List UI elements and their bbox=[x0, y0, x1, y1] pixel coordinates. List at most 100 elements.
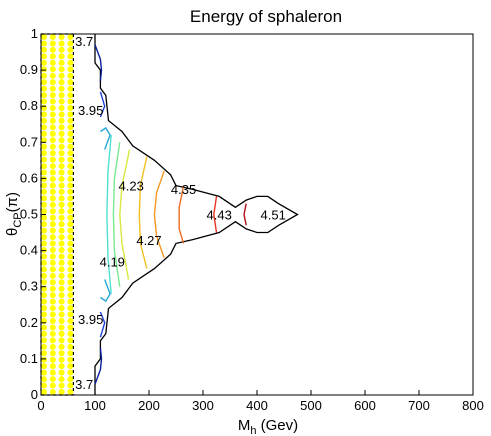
contour-label: 3.95 bbox=[78, 103, 103, 118]
excluded-marker bbox=[58, 350, 65, 357]
excluded-marker bbox=[41, 234, 47, 241]
excluded-marker bbox=[41, 279, 47, 286]
excluded-marker bbox=[67, 343, 74, 350]
excluded-marker bbox=[67, 382, 74, 389]
excluded-marker bbox=[67, 117, 74, 124]
excluded-marker bbox=[67, 363, 74, 370]
excluded-marker bbox=[67, 130, 74, 137]
excluded-marker bbox=[67, 208, 74, 215]
excluded-marker bbox=[58, 382, 65, 389]
excluded-marker bbox=[41, 117, 47, 124]
excluded-marker bbox=[49, 188, 56, 195]
excluded-marker bbox=[49, 376, 56, 383]
excluded-marker bbox=[67, 105, 74, 111]
y-tick-label: 0.2 bbox=[20, 315, 38, 330]
excluded-marker bbox=[41, 266, 47, 273]
contour-label: 4.19 bbox=[100, 254, 125, 269]
excluded-marker bbox=[41, 311, 47, 318]
excluded-marker bbox=[58, 324, 65, 331]
excluded-marker bbox=[58, 259, 65, 266]
excluded-marker bbox=[49, 117, 56, 124]
valid-region-boundary bbox=[94, 34, 299, 395]
excluded-marker bbox=[49, 124, 56, 131]
excluded-marker bbox=[67, 247, 74, 253]
contour-line bbox=[119, 149, 131, 280]
excluded-marker bbox=[67, 227, 74, 234]
excluded-marker bbox=[58, 85, 65, 92]
y-tick-label: 0.1 bbox=[20, 351, 38, 366]
excluded-marker bbox=[49, 182, 56, 189]
excluded-marker bbox=[49, 163, 56, 170]
excluded-marker bbox=[49, 92, 56, 99]
excluded-marker bbox=[41, 369, 47, 376]
excluded-marker bbox=[49, 389, 56, 395]
excluded-marker bbox=[67, 266, 74, 273]
excluded-marker bbox=[41, 298, 47, 305]
excluded-marker bbox=[41, 130, 47, 137]
excluded-marker bbox=[58, 195, 65, 202]
excluded-marker bbox=[41, 195, 47, 202]
excluded-marker bbox=[58, 298, 65, 305]
excluded-marker bbox=[67, 221, 74, 228]
excluded-marker bbox=[49, 169, 56, 176]
contour-lines bbox=[94, 44, 247, 385]
excluded-marker bbox=[49, 259, 56, 266]
excluded-marker bbox=[49, 240, 56, 247]
excluded-marker bbox=[41, 337, 47, 344]
excluded-marker bbox=[58, 305, 65, 312]
x-axis-label-rest: (Gev) bbox=[256, 417, 298, 434]
excluded-marker bbox=[58, 208, 65, 215]
excluded-marker bbox=[58, 221, 65, 228]
excluded-marker bbox=[67, 182, 74, 189]
excluded-marker bbox=[58, 124, 65, 131]
x-tick-label: 600 bbox=[354, 398, 376, 413]
excluded-marker bbox=[49, 79, 56, 86]
excluded-marker bbox=[41, 272, 47, 279]
y-tick-label: 0.4 bbox=[20, 243, 38, 258]
excluded-marker bbox=[49, 53, 56, 60]
excluded-marker bbox=[58, 72, 65, 79]
x-tick-label: 500 bbox=[300, 398, 322, 413]
excluded-marker bbox=[58, 53, 65, 60]
excluded-marker bbox=[41, 363, 47, 370]
excluded-marker bbox=[58, 137, 65, 144]
excluded-marker bbox=[41, 376, 47, 383]
excluded-marker bbox=[41, 46, 47, 53]
excluded-marker bbox=[49, 85, 56, 92]
contour-label: 4.27 bbox=[136, 233, 161, 248]
excluded-marker bbox=[49, 292, 56, 299]
excluded-marker bbox=[41, 53, 47, 60]
excluded-marker bbox=[58, 182, 65, 189]
excluded-marker bbox=[58, 59, 65, 66]
excluded-marker bbox=[41, 356, 47, 363]
contour-labels: 3.7 3.7 3.95 3.95 4.19 4.23 4.27 4.35 4.43 4.51 bbox=[75, 34, 286, 392]
x-axis-label-sub: h bbox=[250, 425, 256, 436]
excluded-marker bbox=[49, 195, 56, 202]
excluded-marker bbox=[41, 201, 47, 208]
excluded-marker bbox=[67, 292, 74, 299]
excluded-marker bbox=[58, 34, 65, 40]
excluded-marker bbox=[49, 311, 56, 318]
excluded-marker bbox=[49, 221, 56, 228]
excluded-marker bbox=[67, 298, 74, 305]
excluded-marker bbox=[41, 156, 47, 163]
y-axis-label-rest: (π) bbox=[4, 192, 21, 212]
excluded-marker bbox=[58, 234, 65, 241]
excluded-marker bbox=[58, 150, 65, 157]
excluded-marker bbox=[67, 111, 74, 118]
excluded-marker bbox=[49, 324, 56, 331]
excluded-marker bbox=[49, 40, 56, 47]
excluded-marker bbox=[41, 292, 47, 299]
excluded-marker bbox=[67, 324, 74, 331]
excluded-marker bbox=[67, 311, 74, 318]
x-tick-label: 0 bbox=[37, 398, 44, 413]
excluded-marker bbox=[41, 247, 47, 253]
contour-line bbox=[94, 348, 103, 385]
excluded-marker bbox=[41, 208, 47, 215]
chart-title: Energy of sphaleron bbox=[190, 7, 342, 26]
excluded-marker bbox=[58, 285, 65, 292]
y-tick-label: 0.9 bbox=[20, 62, 38, 77]
excluded-marker bbox=[67, 53, 74, 60]
excluded-marker bbox=[41, 150, 47, 157]
contour-line bbox=[99, 91, 106, 118]
